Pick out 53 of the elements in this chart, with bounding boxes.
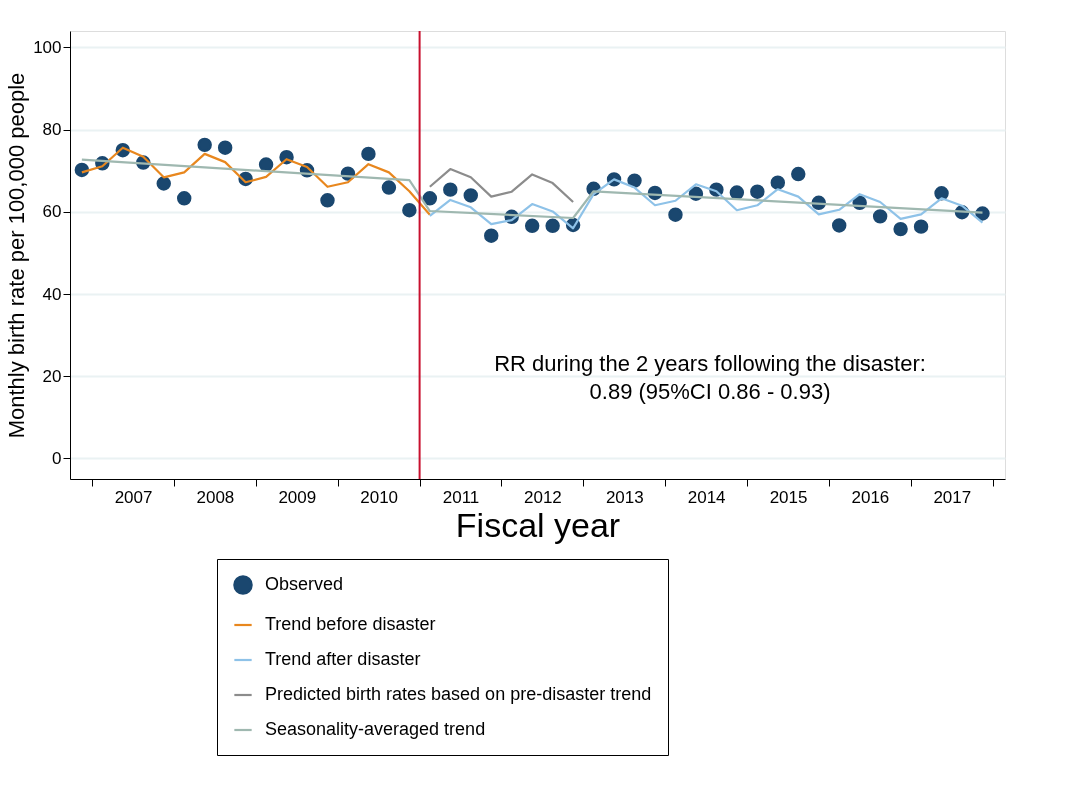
x-tick-label: 2017 — [933, 487, 972, 507]
point — [545, 218, 560, 234]
x-tick-label: 2014 — [687, 487, 726, 507]
x-tick-label: 2012 — [524, 487, 562, 507]
y-tick-label: 100 — [33, 37, 62, 57]
point — [484, 228, 499, 243]
point — [361, 146, 376, 162]
point — [402, 202, 417, 218]
legend-label: Seasonality-averaged trend — [265, 719, 486, 739]
x-tick-label: 2011 — [442, 487, 480, 507]
point — [156, 176, 171, 191]
point — [258, 157, 274, 172]
point — [422, 191, 438, 206]
point — [729, 185, 745, 200]
point — [831, 218, 847, 233]
point — [176, 191, 192, 206]
x-tick-label: 2016 — [851, 487, 890, 507]
point — [791, 166, 806, 182]
y-tick-label: 80 — [42, 120, 62, 140]
point — [217, 140, 233, 155]
point — [463, 188, 478, 203]
y-tick-label: 40 — [42, 284, 62, 304]
y-tick-label: 0 — [52, 448, 62, 468]
point — [770, 175, 786, 190]
legend-label: Predicted birth rates based on pre-disaster trend — [265, 684, 652, 704]
point — [668, 207, 683, 222]
point — [872, 209, 888, 224]
y-axis-title: Monthly birth rate per 100,000 people — [4, 72, 30, 439]
point — [443, 182, 458, 197]
x-axis-title: Fiscal year — [455, 505, 621, 544]
x-tick-label: 2009 — [278, 487, 317, 507]
x-tick-label: 2013 — [605, 487, 644, 507]
annotation: RR during the 2 years following the disaster: — [494, 351, 926, 376]
annotation: 0.89 (95%CI 0.86 - 0.93) — [589, 379, 831, 404]
point — [381, 180, 397, 195]
y-tick-label: 60 — [42, 202, 62, 222]
point — [934, 186, 949, 201]
x-tick-label: 2007 — [114, 487, 153, 507]
point — [750, 184, 765, 199]
legend-label: Trend after disaster — [265, 649, 421, 669]
point — [524, 218, 540, 234]
x-tick-label: 2015 — [769, 487, 808, 507]
legend-label: Observed — [265, 574, 344, 594]
point — [913, 219, 929, 234]
point — [627, 173, 642, 188]
point — [320, 193, 335, 208]
point — [893, 221, 908, 237]
legend-label: Trend before disaster — [265, 614, 436, 634]
point — [197, 137, 212, 153]
line-series — [428, 168, 575, 204]
x-tick-label: 2010 — [360, 487, 399, 507]
y-tick-label: 20 — [42, 366, 62, 386]
x-tick-label: 2008 — [196, 487, 235, 507]
